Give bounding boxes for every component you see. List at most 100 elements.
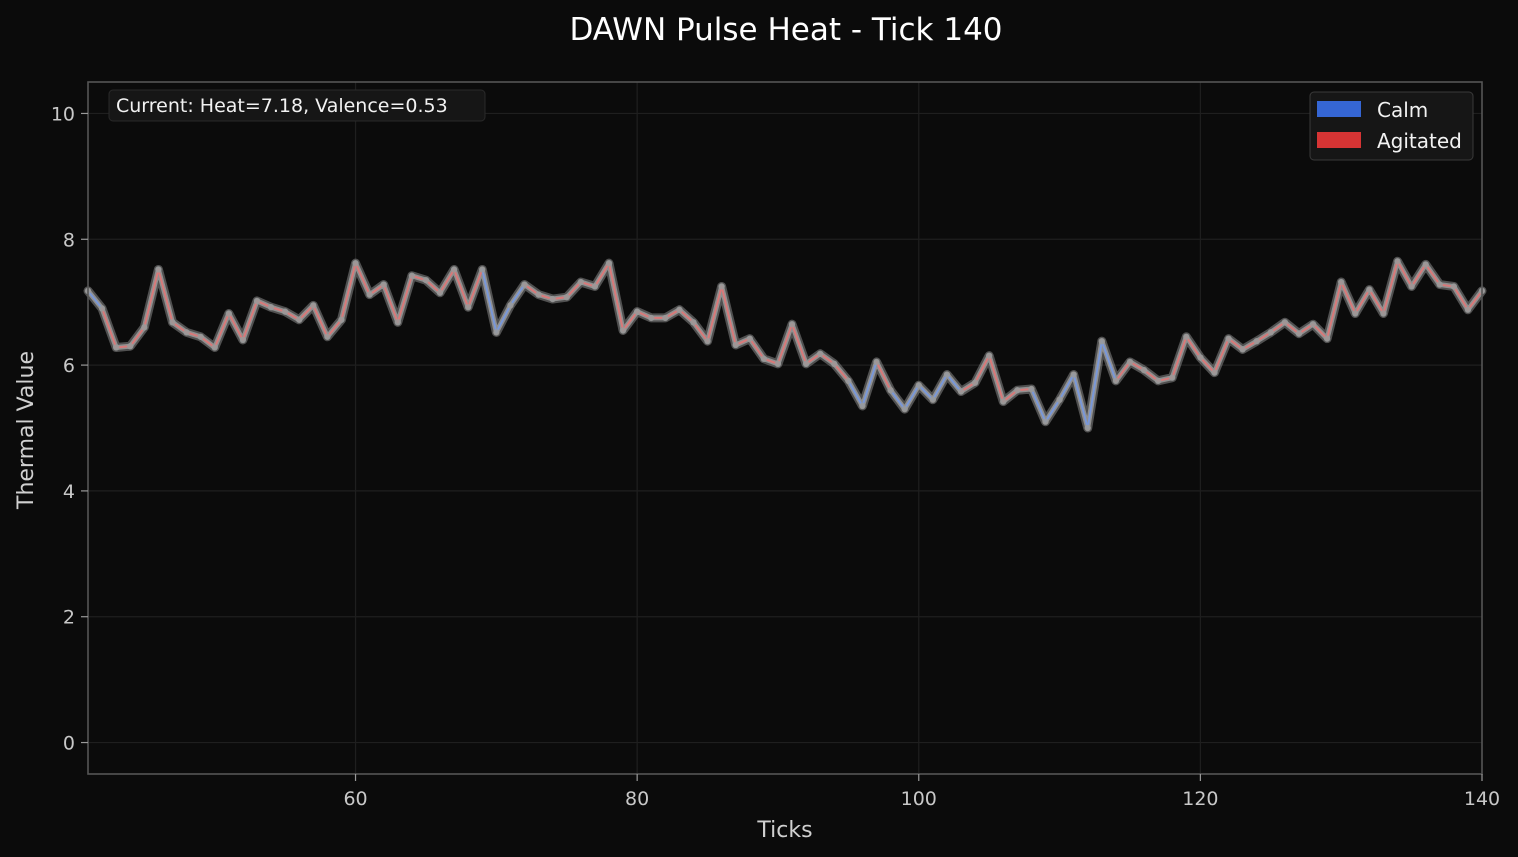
data-point — [267, 304, 275, 311]
series-segment — [875, 360, 892, 392]
data-point — [577, 278, 585, 286]
data-point — [1253, 337, 1260, 345]
data-point — [141, 324, 148, 331]
data-point — [1309, 321, 1317, 328]
data-point — [1366, 286, 1373, 293]
series-segment — [833, 362, 850, 382]
series-segment — [467, 268, 484, 309]
data-point — [211, 344, 218, 351]
data-point — [183, 329, 190, 336]
data-point — [648, 314, 655, 322]
chart-title: DAWN Pulse Heat - Tick 140 — [569, 12, 1002, 48]
data-point — [338, 316, 345, 323]
data-point — [802, 360, 810, 368]
data-point — [1450, 283, 1458, 290]
grid-lines — [88, 82, 1483, 774]
data-point — [535, 291, 542, 298]
data-point — [591, 283, 599, 290]
series-segment — [354, 262, 371, 296]
data-point — [1169, 374, 1176, 381]
data-series — [83, 256, 1487, 433]
x-tick-label: 140 — [1464, 788, 1500, 810]
series-segment — [495, 304, 512, 334]
data-point — [760, 355, 768, 362]
series-segment — [1199, 356, 1216, 374]
data-point — [1056, 396, 1063, 403]
series-segment — [1100, 340, 1117, 382]
data-point — [1140, 366, 1148, 374]
data-point — [1211, 369, 1218, 376]
series-segment — [1044, 398, 1061, 423]
series-segment — [791, 323, 808, 365]
series-segment — [143, 268, 160, 329]
series-segment — [1354, 288, 1371, 315]
data-point — [1000, 398, 1007, 405]
data-point — [1337, 278, 1345, 286]
x-tick-label: 60 — [343, 788, 367, 810]
data-point — [1028, 385, 1035, 393]
series-segment — [101, 307, 118, 349]
y-tick-label: 8 — [63, 229, 75, 251]
data-point — [239, 336, 247, 344]
data-point — [915, 382, 922, 389]
data-point — [1070, 371, 1077, 378]
data-point — [127, 343, 134, 350]
series-segment — [396, 274, 413, 324]
data-point — [436, 289, 444, 296]
series-segment — [593, 262, 610, 288]
series-segment — [607, 262, 625, 332]
series-segment — [1072, 373, 1089, 429]
data-point — [394, 319, 401, 326]
series-segment — [565, 281, 582, 299]
data-point — [352, 259, 359, 267]
data-point — [408, 272, 416, 279]
data-point — [1098, 337, 1106, 345]
series-segment — [1424, 263, 1441, 286]
data-point — [929, 396, 937, 403]
x-tick-label: 120 — [1182, 788, 1218, 810]
data-point — [225, 310, 233, 317]
data-point — [1239, 346, 1246, 353]
series-segment — [748, 337, 765, 360]
legend-label-calm: Calm — [1377, 98, 1428, 122]
x-axis-ticks: 60 80 100 120 140 — [343, 774, 1500, 810]
series-segment — [974, 354, 991, 384]
series-segment — [1185, 335, 1202, 359]
data-point — [112, 344, 120, 351]
data-point — [732, 341, 739, 349]
series-segment — [706, 285, 723, 343]
series-segment — [1382, 260, 1399, 315]
data-point — [549, 295, 556, 303]
legend: Calm Agitated — [1309, 91, 1474, 161]
data-point — [380, 281, 387, 288]
data-point — [281, 308, 289, 315]
legend-label-agitated: Agitated — [1377, 129, 1462, 153]
data-point — [1084, 424, 1091, 432]
series-segment — [945, 373, 963, 393]
series-segment — [903, 384, 920, 411]
data-point — [422, 276, 430, 284]
series-segment — [889, 389, 906, 411]
y-axis-label: Thermal Value — [14, 351, 39, 510]
series-segment — [1340, 281, 1357, 315]
series-segment — [439, 268, 456, 294]
series-segment — [1058, 373, 1075, 401]
data-point — [493, 329, 500, 336]
data-point — [507, 302, 514, 309]
series-segment — [481, 268, 498, 334]
series-segment — [1368, 288, 1385, 315]
series-segment — [622, 310, 639, 332]
data-point — [1042, 418, 1049, 425]
data-point — [1112, 377, 1120, 385]
data-point — [718, 283, 725, 290]
series-segment — [298, 304, 315, 321]
data-point — [464, 304, 472, 311]
legend-swatch-agitated — [1317, 132, 1361, 148]
data-point — [985, 352, 993, 359]
series-segment — [1213, 337, 1230, 374]
data-point — [98, 305, 106, 312]
data-point — [831, 360, 838, 368]
series-segment — [241, 299, 258, 341]
data-point — [1422, 261, 1429, 268]
